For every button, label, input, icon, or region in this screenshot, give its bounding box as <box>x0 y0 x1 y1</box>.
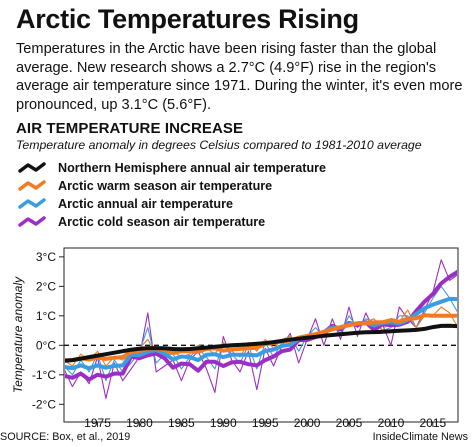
legend-swatch-arctic-annual <box>18 198 46 209</box>
series-trend-arctic-annual-air-temperature <box>65 296 457 371</box>
y-tick-label: 2°C <box>36 279 56 293</box>
y-tick-label: -2°C <box>32 397 56 411</box>
intro-text: Temperatures in the Arctic have been ris… <box>16 41 463 113</box>
legend-swatch-nh-annual <box>18 162 46 173</box>
x-tick-label: 2015 <box>419 416 446 430</box>
legend-label-arctic-warm: Arctic warm season air temperature <box>58 179 273 193</box>
publisher-credit: InsideClimate News <box>372 431 468 443</box>
temperature-chart: 3°C 2°C 1°C 0°C -1°C -2°C 1975 1980 1985 1990 1995… <box>11 247 459 430</box>
x-tick-label: 1980 <box>126 416 153 430</box>
x-tick-label: 1995 <box>252 416 279 430</box>
y-tick-label: 3°C <box>36 250 56 264</box>
x-tick-label: 1985 <box>168 416 195 430</box>
legend-swatch-line <box>18 198 46 209</box>
x-tick-label: 1990 <box>210 416 237 430</box>
series-trend-northern-hemisphere-annual-air-temperature <box>65 323 457 363</box>
y-tick-label: 1°C <box>36 309 56 323</box>
x-tick-label: 2000 <box>294 416 321 430</box>
x-tick-label: 2010 <box>378 416 405 430</box>
y-tick-label: -1°C <box>32 368 56 382</box>
plot-frame <box>63 247 459 423</box>
source-note: SOURCE: Box, et al., 2019 <box>0 431 131 443</box>
legend-swatch-arctic-warm <box>18 180 46 191</box>
series-trend-arctic-warm-season-air-temperature <box>65 313 457 363</box>
legend-label-nh-annual: Northern Hemisphere annual air temperatu… <box>58 161 327 175</box>
legend-label-arctic-cold: Arctic cold season air temperature <box>58 215 266 229</box>
legend-swatch-line <box>18 162 46 173</box>
page-title: Arctic Temperatures Rising <box>16 4 359 34</box>
x-tick-label: 1975 <box>84 416 111 430</box>
x-tick-label: 2005 <box>336 416 363 430</box>
legend-swatch-line <box>18 216 46 227</box>
legend-swatch-arctic-cold <box>18 216 46 227</box>
series-annual-arctic-cold-season-air-temperature <box>65 259 457 399</box>
chart-subtitle: Temperature anomaly in degrees Celsius c… <box>16 138 422 152</box>
y-axis-label: Temperature anomaly <box>11 276 25 393</box>
y-tick-label: 0°C <box>36 338 56 352</box>
chart-title: AIR TEMPERATURE INCREASE <box>16 120 244 137</box>
legend-swatch-line <box>18 180 46 191</box>
legend-label-arctic-annual: Arctic annual air temperature <box>58 197 233 211</box>
